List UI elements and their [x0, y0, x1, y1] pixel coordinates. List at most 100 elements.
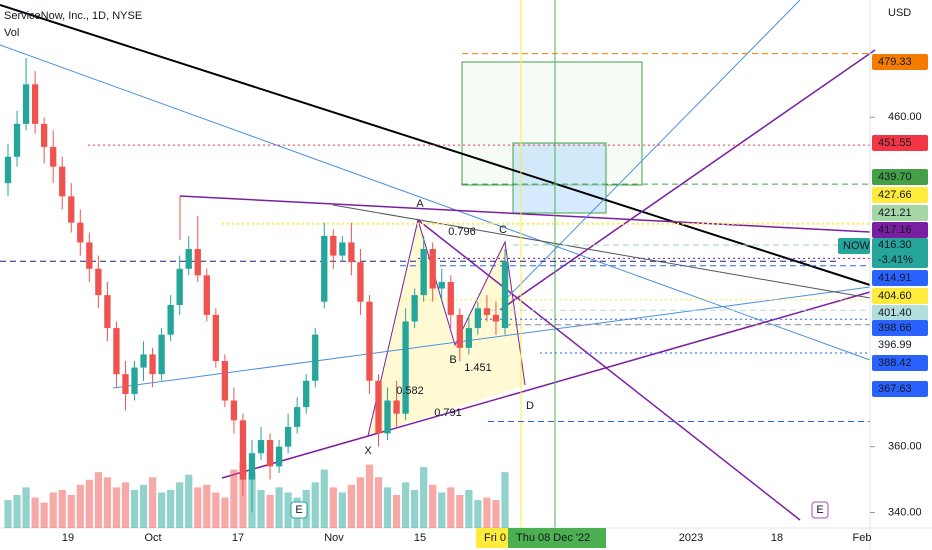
price-label-bg [872, 169, 928, 185]
price-label-bg [872, 187, 928, 203]
price-label-bg [872, 337, 928, 353]
volume-bar [456, 495, 464, 528]
candle-body [113, 328, 120, 375]
y-tick-label: 340.00 [888, 506, 922, 518]
candle-body [158, 334, 165, 375]
candle-body [402, 321, 409, 414]
volume-bar [130, 489, 139, 528]
candle-body [239, 420, 247, 480]
price-label-bg [872, 135, 928, 151]
volume-bar [139, 484, 148, 528]
volume-bar [420, 467, 428, 528]
candle-body [122, 374, 129, 394]
candle-body [501, 261, 509, 329]
price-label-bg [872, 288, 928, 304]
volume-bar [85, 479, 93, 528]
price-label: 451.55 [878, 137, 912, 149]
candle-body [456, 314, 463, 348]
candle-body [384, 400, 391, 434]
candle-body [366, 301, 373, 381]
last-price: 416.30 [878, 239, 912, 251]
trend-line [0, 44, 871, 361]
ratio-label: 0.791 [434, 407, 462, 419]
candle-body [348, 242, 355, 263]
volume-bar [492, 500, 500, 528]
volume-bar [483, 497, 491, 528]
volume-bar [474, 500, 482, 528]
price-label: 398.66 [878, 322, 912, 334]
candle-body [357, 262, 364, 302]
price-label: 439.70 [878, 171, 912, 183]
price-label: 414.91 [878, 272, 912, 284]
volume-bar [383, 487, 392, 528]
volume-bar [76, 484, 84, 528]
candle-body [339, 242, 346, 256]
volume-bar [49, 492, 57, 528]
volume-bar [401, 482, 410, 528]
volume-bar [13, 495, 21, 528]
volume-bar [311, 482, 319, 528]
price-label: 417.16 [878, 224, 912, 236]
x-tick-label: 17 [232, 532, 244, 544]
price-label-bg [872, 205, 928, 221]
price-label-bg [872, 355, 928, 371]
price-label-bg [872, 54, 928, 70]
pattern-label: A [416, 198, 424, 210]
price-label: 421.21 [878, 207, 912, 219]
volume-bar [392, 495, 401, 528]
volume-bar [365, 464, 374, 528]
ratio-label: 0.796 [448, 226, 476, 238]
last-symbol-bg [838, 238, 870, 254]
volume-bar [185, 474, 193, 528]
currency: USD [888, 7, 911, 19]
candle-body [149, 354, 156, 375]
volume-bar [338, 492, 346, 528]
volume-bar [465, 489, 473, 528]
volume-bar [31, 497, 39, 528]
chart-title: ServiceNow, Inc., 1D, NYSE [4, 10, 142, 22]
candle-body [275, 446, 283, 467]
price-label-bg [872, 222, 928, 238]
candle-body [483, 308, 491, 315]
volume-bar [275, 487, 283, 528]
candle-body [4, 156, 12, 184]
candle-body [22, 84, 30, 124]
candle-body [68, 196, 75, 223]
candle-body [411, 295, 418, 322]
trend-line [417, 219, 801, 521]
candle-body [312, 334, 319, 381]
price-label: 388.42 [878, 357, 912, 369]
volume-bar [148, 477, 157, 528]
trend-line [112, 286, 871, 389]
last-symbol: NOW [843, 240, 871, 252]
volume-bar [94, 472, 102, 528]
candle-body [104, 295, 111, 329]
pattern-label: X [364, 445, 372, 457]
pattern-line [367, 218, 526, 437]
event-badge: E [816, 504, 823, 516]
volume-bar [320, 469, 328, 528]
candle-body [303, 380, 310, 408]
trend-line [221, 291, 871, 479]
trend-line [499, 49, 876, 311]
price-label-bg [872, 270, 928, 286]
ratio-label: 0.582 [396, 385, 424, 397]
price-label-bg [872, 305, 928, 321]
candle-body [140, 354, 147, 368]
volume-bar [438, 492, 446, 528]
x-tick-label: 15 [414, 532, 426, 544]
price-label: 367.63 [878, 383, 912, 395]
candle-body [86, 242, 93, 269]
crosshair-label: Thu 08 Dec '22 [516, 532, 590, 544]
candle-body [284, 426, 292, 447]
volume-bar [429, 484, 437, 528]
price-label: 396.99 [878, 339, 912, 351]
trend-line [179, 195, 871, 233]
volume-bar [266, 495, 274, 528]
volume-bar [374, 477, 383, 528]
volume-bar [103, 477, 112, 528]
volume-bar [501, 472, 509, 528]
x-tick-label: 2023 [679, 532, 703, 544]
volume-bar [167, 489, 175, 528]
